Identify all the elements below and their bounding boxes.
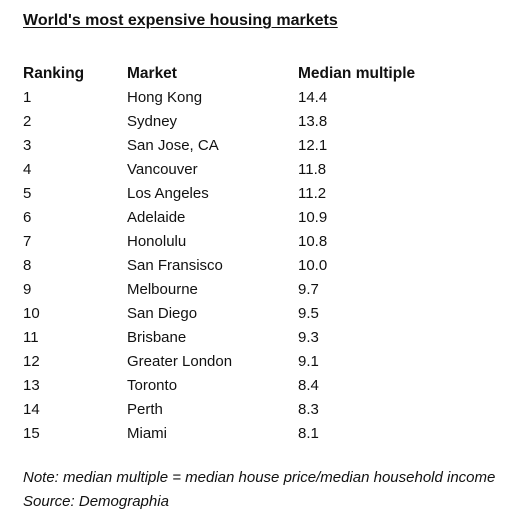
market-cell: San Diego [127,305,198,322]
market-cell: Los Angeles [127,185,209,202]
table-row: 9 Melbourne 9.7 [23,278,483,302]
table-header-row: Ranking Market Median multiple [23,62,483,86]
page-title: World's most expensive housing markets [23,12,338,29]
market-cell: San Fransisco [127,257,223,274]
rank-cell: 13 [23,377,40,394]
footnotes: Note: median multiple = median house pri… [23,466,495,514]
median-multiple-cell: 8.4 [298,377,319,394]
market-cell: Melbourne [127,281,198,298]
median-multiple-cell: 11.8 [298,161,327,178]
market-cell: Brisbane [127,329,187,346]
median-multiple-cell: 12.1 [298,137,328,154]
header-median-multiple: Median multiple [298,65,416,82]
median-multiple-cell: 14.4 [298,89,328,106]
market-cell: Miami [127,425,167,442]
table-row: 14 Perth 8.3 [23,398,483,422]
median-multiple-cell: 13.8 [298,113,328,130]
table-row: 15 Miami 8.1 [23,422,483,446]
table-row: 7 Honolulu 10.8 [23,230,483,254]
market-cell: Adelaide [127,209,186,226]
rank-cell: 12 [23,353,40,370]
market-cell: Sydney [127,113,178,130]
rank-cell: 5 [23,185,32,202]
market-cell: Perth [127,401,163,418]
rank-cell: 6 [23,209,32,226]
rank-cell: 3 [23,137,32,154]
rank-cell: 8 [23,257,32,274]
rank-cell: 15 [23,425,40,442]
market-cell: Toronto [127,377,178,394]
median-multiple-cell: 10.0 [298,257,328,274]
median-multiple-cell: 10.8 [298,233,328,250]
table-row: 5 Los Angeles 11.2 [23,182,483,206]
rank-cell: 2 [23,113,32,130]
median-multiple-cell: 11.2 [298,185,327,202]
note-text: Note: median multiple = median house pri… [23,469,496,486]
source-text: Source: Demographia [23,493,169,510]
median-multiple-cell: 10.9 [298,209,328,226]
rank-cell: 14 [23,401,40,418]
table-row: 8 San Fransisco 10.0 [23,254,483,278]
table-row: 1 Hong Kong 14.4 [23,86,483,110]
market-cell: Greater London [127,353,233,370]
header-ranking: Ranking [23,65,85,82]
rank-cell: 9 [23,281,32,298]
market-cell: Honolulu [127,233,187,250]
table-row: 12 Greater London 9.1 [23,350,483,374]
table-row: 6 Adelaide 10.9 [23,206,483,230]
market-cell: Hong Kong [127,89,203,106]
median-multiple-cell: 9.1 [298,353,319,370]
rank-cell: 1 [23,89,32,106]
median-multiple-cell: 8.3 [298,401,319,418]
median-multiple-cell: 8.1 [298,425,319,442]
table-row: 3 San Jose, CA 12.1 [23,134,483,158]
table-row: 10 San Diego 9.5 [23,302,483,326]
rank-cell: 11 [23,329,39,346]
median-multiple-cell: 9.3 [298,329,319,346]
market-cell: San Jose, CA [127,137,219,154]
table-body: 1 Hong Kong 14.4 2 Sydney 13.8 3 San Jose, CA 12… [23,86,483,446]
rank-cell: 7 [23,233,32,250]
housing-markets-table: Ranking Market Median multiple 1 Hong Kon… [23,62,483,446]
table-row: 11 Brisbane 9.3 [23,326,483,350]
market-cell: Vancouver [127,161,198,178]
table-row: 2 Sydney 13.8 [23,110,483,134]
rank-cell: 10 [23,305,40,322]
table-row: 13 Toronto 8.4 [23,374,483,398]
header-market: Market [127,65,177,82]
rank-cell: 4 [23,161,32,178]
median-multiple-cell: 9.7 [298,281,319,298]
median-multiple-cell: 9.5 [298,305,319,322]
table-row: 4 Vancouver 11.8 [23,158,483,182]
